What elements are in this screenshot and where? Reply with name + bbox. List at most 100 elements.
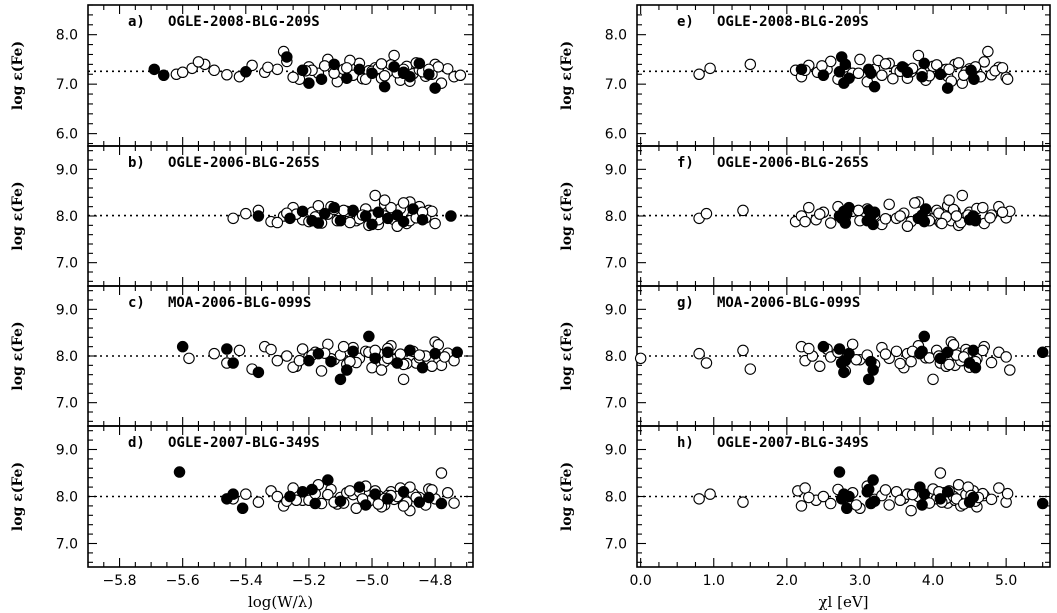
- data-point-open: [318, 60, 331, 72]
- data-point-open: [375, 58, 388, 70]
- data-point-filled: [284, 490, 296, 503]
- x-tick-label: −5.2: [292, 573, 326, 589]
- data-point-open: [312, 199, 325, 212]
- data-point-open: [824, 497, 837, 510]
- panel-label-c: c): [128, 295, 145, 311]
- data-point-filled: [865, 67, 877, 80]
- data-point-filled: [173, 466, 186, 478]
- data-point-open: [426, 360, 438, 373]
- data-point-open: [442, 486, 454, 499]
- y-tick-label: 9.0: [56, 302, 78, 318]
- data-point-filled: [404, 70, 416, 83]
- data-point-filled: [359, 210, 372, 222]
- data-point-open: [192, 56, 205, 68]
- data-point-open: [852, 204, 865, 217]
- data-point-filled: [934, 68, 947, 81]
- data-point-open: [693, 493, 705, 505]
- y-tick-label: 7.0: [56, 256, 78, 272]
- data-point-filled: [843, 347, 855, 360]
- data-point-filled: [817, 340, 830, 353]
- y-tick-label: 7.0: [56, 77, 78, 93]
- data-point-filled: [303, 77, 315, 89]
- data-point-open: [344, 485, 356, 497]
- star-name: OGLE-2007-BLG-349S: [717, 435, 869, 451]
- y-tick-label: 7.0: [605, 396, 627, 412]
- data-point-open: [293, 354, 306, 367]
- data-point-filled: [372, 206, 385, 219]
- data-point-filled: [334, 373, 347, 386]
- y-tick-label: 8.0: [605, 209, 627, 225]
- data-point-filled: [862, 373, 875, 386]
- data-point-open: [744, 363, 757, 375]
- panel-label-a: a): [128, 14, 145, 30]
- data-point-open: [240, 488, 252, 500]
- x-tick-label: 4.0: [922, 573, 944, 589]
- data-point-filled: [843, 490, 855, 503]
- data-point-filled: [451, 346, 463, 359]
- data-point-open: [337, 340, 350, 353]
- data-point-open: [183, 352, 195, 365]
- data-point-filled: [901, 66, 914, 79]
- star-name: OGLE-2006-BLG-265S: [717, 155, 869, 171]
- data-point-filled: [969, 214, 982, 227]
- data-point-open: [208, 64, 220, 77]
- y-axis-label: log ε(Fe): [559, 41, 575, 110]
- data-point-open: [985, 493, 998, 506]
- data-point-open: [296, 343, 309, 355]
- data-point-open: [943, 358, 955, 371]
- data-point-filled: [429, 347, 441, 360]
- data-point-filled: [407, 203, 419, 215]
- y-tick-label: 9.0: [605, 443, 627, 459]
- data-point-filled: [347, 204, 359, 217]
- data-point-open: [385, 201, 397, 214]
- data-point-open: [795, 500, 808, 512]
- data-point-open: [905, 504, 917, 517]
- y-axis-label: log ε(Fe): [559, 321, 575, 390]
- data-point-open: [1001, 73, 1014, 85]
- data-point-open: [208, 347, 220, 360]
- data-point-open: [448, 497, 460, 509]
- data-point-open: [927, 373, 939, 386]
- data-point-filled: [843, 201, 855, 214]
- data-point-filled: [353, 63, 366, 76]
- y-tick-label: 9.0: [605, 162, 627, 178]
- data-point-filled: [378, 80, 391, 93]
- data-point-open: [799, 482, 811, 494]
- data-point-open: [252, 496, 265, 508]
- data-point-open: [344, 216, 356, 229]
- data-point-open: [315, 365, 328, 377]
- data-point-open: [890, 345, 903, 358]
- data-point-open: [977, 344, 989, 357]
- data-point-open: [397, 500, 410, 512]
- data-point-open: [438, 351, 451, 363]
- panel-label-d: d): [128, 435, 145, 451]
- data-point-filled: [868, 206, 881, 219]
- data-point-open: [378, 194, 391, 206]
- data-point-filled: [312, 347, 325, 360]
- data-point-filled: [435, 497, 448, 510]
- data-point-filled: [148, 63, 161, 76]
- y-tick-label: 8.0: [605, 349, 627, 365]
- data-point-open: [909, 197, 921, 209]
- data-point-filled: [841, 502, 853, 514]
- data-point-filled: [366, 218, 378, 231]
- data-point-filled: [919, 203, 932, 215]
- data-point-open: [435, 467, 448, 479]
- data-point-filled: [934, 493, 947, 505]
- y-tick-label: 8.0: [56, 490, 78, 506]
- data-point-open: [879, 348, 892, 360]
- data-point-filled: [969, 361, 982, 374]
- data-point-open: [816, 60, 828, 72]
- data-point-open: [693, 68, 705, 81]
- x-tick-label: 2.0: [776, 573, 798, 589]
- data-point-open: [341, 62, 353, 74]
- data-point-filled: [353, 481, 366, 493]
- data-point-filled: [1036, 497, 1049, 510]
- panel-label-f: f): [677, 155, 694, 171]
- data-point-open: [943, 194, 955, 206]
- y-axis-label: log ε(Fe): [10, 41, 26, 110]
- data-point-open: [978, 56, 990, 68]
- data-point-open: [1004, 364, 1016, 376]
- data-point-open: [432, 61, 445, 73]
